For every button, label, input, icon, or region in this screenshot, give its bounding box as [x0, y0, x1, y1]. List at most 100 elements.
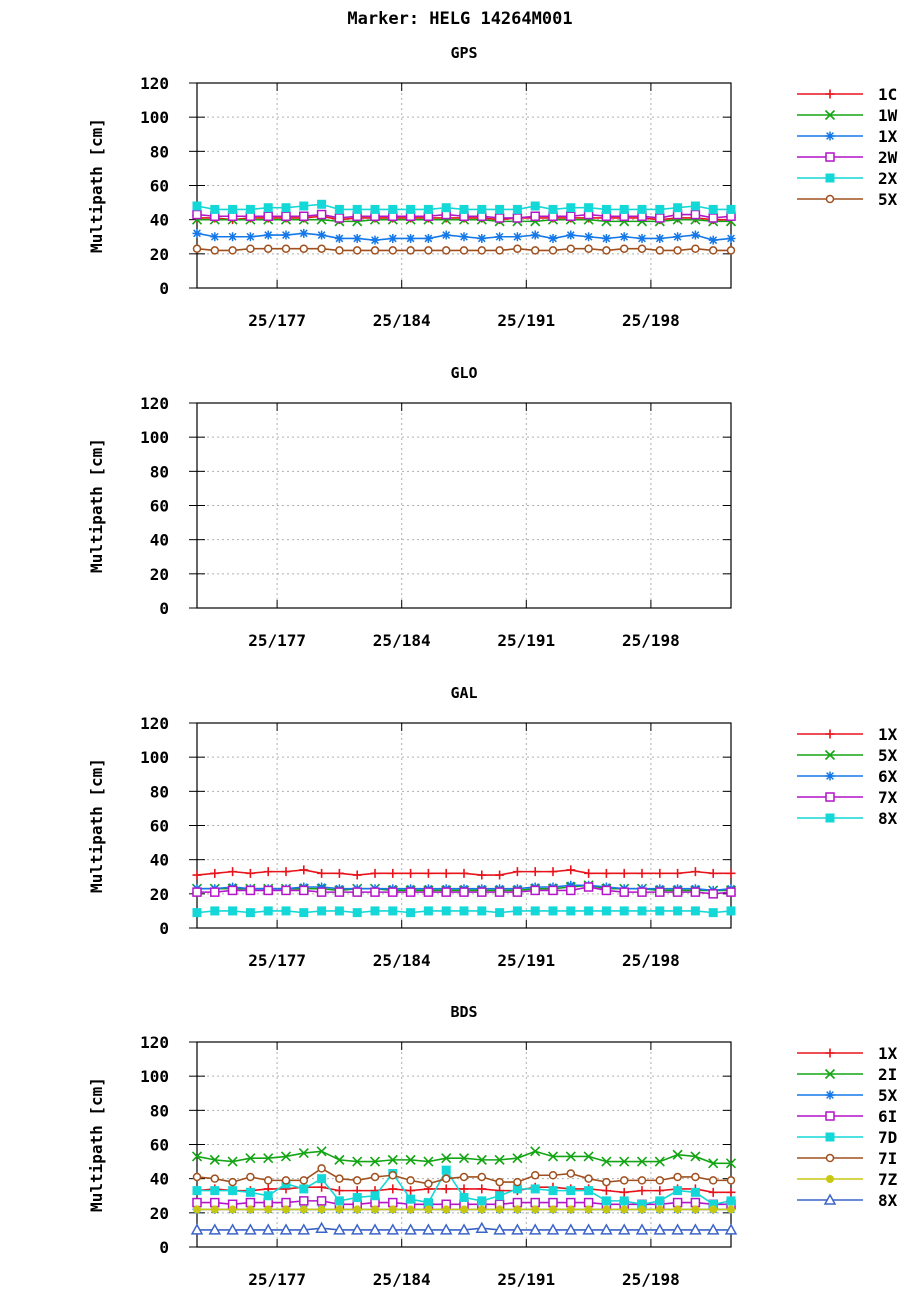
data-point [566, 906, 576, 916]
data-point [317, 868, 327, 878]
y-tick-label: 40 [150, 531, 169, 550]
x-tick-label: 25/198 [622, 1270, 680, 1289]
data-point [317, 1205, 326, 1214]
x-tick-label: 25/198 [622, 951, 680, 970]
data-point [441, 230, 451, 240]
data-point [227, 885, 238, 896]
y-tick-label: 100 [140, 1067, 169, 1086]
x-tick-label: 25/184 [373, 311, 431, 330]
data-point [726, 246, 736, 255]
data-point [317, 230, 327, 240]
series-7i [192, 1164, 736, 1189]
data-point [513, 1205, 522, 1214]
data-point [548, 867, 558, 877]
data-point [388, 233, 398, 243]
data-point [548, 906, 558, 916]
data-point [459, 1184, 469, 1194]
legend-marker [825, 1090, 835, 1100]
data-point [334, 1154, 345, 1165]
data-point [530, 246, 540, 255]
data-point [727, 1205, 735, 1214]
data-point [549, 1205, 557, 1214]
data-point [333, 1223, 346, 1235]
data-point [691, 1205, 700, 1214]
y-axis-label: Multipath [cm] [87, 1077, 106, 1212]
data-point [298, 1147, 309, 1159]
data-point [334, 906, 344, 916]
series-8x [190, 1221, 738, 1235]
data-point [655, 1205, 664, 1214]
legend-marker [825, 1111, 835, 1121]
data-point [246, 1172, 255, 1182]
data-point [334, 233, 344, 243]
data-point [423, 233, 433, 243]
data-point [386, 1223, 400, 1235]
data-point [512, 1184, 522, 1194]
y-axis-label: Multipath [cm] [87, 118, 106, 253]
data-point [690, 867, 700, 877]
legend-marker [825, 1048, 835, 1058]
y-tick-label: 0 [159, 1238, 169, 1257]
legend: 1X 2I 5X 6I 7D 7I 7Z 8X [797, 1044, 898, 1210]
x-tick-label: 25/184 [373, 1270, 431, 1289]
data-point [388, 868, 398, 878]
data-point [584, 244, 593, 253]
data-point [388, 1197, 398, 1208]
data-point [708, 1176, 718, 1185]
data-point [690, 230, 700, 240]
data-point [246, 1205, 255, 1214]
y-tick-label: 40 [150, 851, 169, 870]
data-point [637, 233, 647, 243]
data-point [263, 1153, 274, 1164]
data-point [689, 1223, 702, 1235]
data-point [459, 887, 469, 897]
data-point [566, 865, 576, 875]
y-tick-label: 0 [159, 919, 169, 938]
data-point [263, 203, 273, 213]
y-tick-label: 60 [150, 817, 169, 836]
data-point [245, 204, 255, 214]
data-point [495, 1191, 505, 1201]
data-point [726, 1176, 736, 1185]
data-point [582, 1223, 595, 1235]
data-point [370, 204, 380, 214]
data-point [334, 887, 345, 897]
data-point [317, 244, 326, 253]
data-point [477, 233, 487, 243]
data-point [406, 1186, 416, 1196]
data-point [458, 1153, 470, 1164]
data-point [424, 1205, 433, 1214]
data-point [192, 209, 202, 220]
data-point [281, 885, 291, 896]
panel-gps: GPS Multipath [cm] 0 20 40 60 80 100 120 25/177 25… [87, 44, 898, 330]
data-point [530, 1197, 540, 1208]
data-point [192, 201, 202, 211]
data-point [495, 1177, 504, 1187]
data-point [495, 908, 505, 918]
legend-label: 1W [878, 106, 898, 125]
data-point [690, 1187, 700, 1197]
data-point [530, 201, 540, 211]
data-point [353, 1205, 362, 1214]
data-point [655, 868, 665, 878]
x-tick-label: 25/191 [497, 311, 555, 330]
data-point [584, 1186, 594, 1196]
y-axis-label: Multipath [cm] [87, 758, 106, 893]
data-point [709, 1205, 718, 1214]
data-point [548, 1197, 558, 1208]
y-tick-label: 80 [150, 462, 169, 481]
data-point [673, 203, 683, 213]
data-point [299, 885, 309, 896]
data-point [708, 235, 718, 245]
data-point [494, 213, 505, 223]
data-point [210, 1205, 219, 1214]
data-point [210, 1174, 220, 1183]
data-point [708, 868, 718, 878]
legend-label: 1C [878, 85, 897, 104]
data-point [334, 1186, 344, 1196]
series-8x [192, 906, 736, 918]
data-point [690, 201, 700, 211]
data-point [424, 1179, 433, 1189]
data-point [601, 204, 611, 214]
